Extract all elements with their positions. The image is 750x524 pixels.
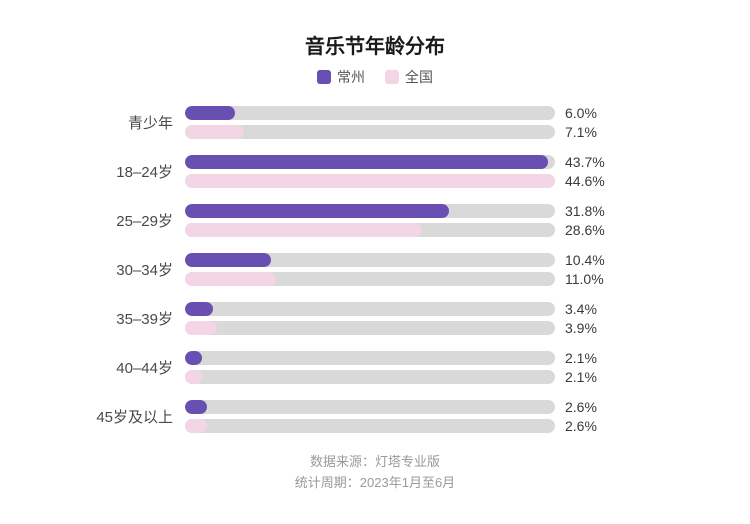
bars-column: 2.1% 2.1% <box>185 350 675 385</box>
bar-track <box>185 155 555 169</box>
category-label: 18–24岁 <box>75 161 185 182</box>
value-label: 28.6% <box>555 222 613 238</box>
value-label: 2.1% <box>555 350 613 366</box>
chart-row: 青少年 6.0% 7.1% <box>75 105 675 140</box>
bar-track <box>185 321 555 335</box>
chart-row: 40–44岁 2.1% 2.1% <box>75 350 675 385</box>
bar-fill <box>185 370 202 384</box>
bar-line: 3.9% <box>185 320 675 336</box>
category-label: 青少年 <box>75 112 185 133</box>
category-label: 40–44岁 <box>75 357 185 378</box>
bar-line: 2.6% <box>185 418 675 434</box>
bars-column: 3.4% 3.9% <box>185 301 675 336</box>
bar-line: 6.0% <box>185 105 675 121</box>
category-label: 35–39岁 <box>75 308 185 329</box>
legend-label-changzhou: 常州 <box>337 67 365 87</box>
footer-period: 统计周期：2023年1月至6月 <box>75 473 675 494</box>
bars-column: 31.8% 28.6% <box>185 203 675 238</box>
value-label: 31.8% <box>555 203 613 219</box>
bar-fill <box>185 223 422 237</box>
bar-fill <box>185 302 213 316</box>
bar-line: 31.8% <box>185 203 675 219</box>
bar-fill <box>185 125 244 139</box>
bars-column: 6.0% 7.1% <box>185 105 675 140</box>
chart-row: 45岁及以上 2.6% 2.6% <box>75 399 675 434</box>
bar-fill <box>185 174 555 188</box>
bar-track <box>185 419 555 433</box>
value-label: 2.6% <box>555 399 613 415</box>
value-label: 43.7% <box>555 154 613 170</box>
bar-track <box>185 272 555 286</box>
bar-track <box>185 400 555 414</box>
category-label: 25–29岁 <box>75 210 185 231</box>
value-label: 3.9% <box>555 320 613 336</box>
value-label: 6.0% <box>555 105 613 121</box>
legend-swatch-changzhou <box>317 70 331 84</box>
legend-item-changzhou: 常州 <box>317 67 365 87</box>
bar-track <box>185 204 555 218</box>
bar-track <box>185 302 555 316</box>
bar-fill <box>185 351 202 365</box>
chart-row: 25–29岁 31.8% 28.6% <box>75 203 675 238</box>
chart-rows: 青少年 6.0% 7.1% 18–24岁 43.7% 44.6% 25–29岁 31.8% 28… <box>75 105 675 434</box>
chart-title: 音乐节年龄分布 <box>75 30 675 59</box>
chart-footer: 数据来源：灯塔专业版 统计周期：2023年1月至6月 <box>75 452 675 494</box>
legend-label-national: 全国 <box>405 67 433 87</box>
bar-line: 3.4% <box>185 301 675 317</box>
value-label: 3.4% <box>555 301 613 317</box>
bars-column: 43.7% 44.6% <box>185 154 675 189</box>
bar-fill <box>185 155 548 169</box>
value-label: 10.4% <box>555 252 613 268</box>
value-label: 7.1% <box>555 124 613 140</box>
legend: 常州 全国 <box>75 67 675 87</box>
bar-line: 11.0% <box>185 271 675 287</box>
bar-track <box>185 253 555 267</box>
bar-fill <box>185 204 449 218</box>
bar-line: 44.6% <box>185 173 675 189</box>
chart-row: 18–24岁 43.7% 44.6% <box>75 154 675 189</box>
legend-swatch-national <box>385 70 399 84</box>
bar-track <box>185 106 555 120</box>
bar-line: 43.7% <box>185 154 675 170</box>
bars-column: 10.4% 11.0% <box>185 252 675 287</box>
bars-column: 2.6% 2.6% <box>185 399 675 434</box>
value-label: 44.6% <box>555 173 613 189</box>
value-label: 2.6% <box>555 418 613 434</box>
bar-fill <box>185 272 276 286</box>
bar-track <box>185 370 555 384</box>
bar-line: 10.4% <box>185 252 675 268</box>
chart-row: 30–34岁 10.4% 11.0% <box>75 252 675 287</box>
bar-track <box>185 351 555 365</box>
bar-track <box>185 174 555 188</box>
bar-line: 28.6% <box>185 222 675 238</box>
bar-line: 2.1% <box>185 369 675 385</box>
bar-track <box>185 223 555 237</box>
bar-fill <box>185 400 207 414</box>
bar-fill <box>185 253 271 267</box>
bar-fill <box>185 419 207 433</box>
value-label: 11.0% <box>555 271 613 287</box>
bar-fill <box>185 321 217 335</box>
category-label: 30–34岁 <box>75 259 185 280</box>
bar-line: 2.1% <box>185 350 675 366</box>
bar-fill <box>185 106 235 120</box>
bar-track <box>185 125 555 139</box>
category-label: 45岁及以上 <box>75 406 185 427</box>
bar-line: 2.6% <box>185 399 675 415</box>
age-distribution-chart: 音乐节年龄分布 常州 全国 青少年 6.0% 7.1% 18–24岁 43.7% 44.6… <box>75 30 675 494</box>
legend-item-national: 全国 <box>385 67 433 87</box>
footer-source: 数据来源：灯塔专业版 <box>75 452 675 473</box>
bar-line: 7.1% <box>185 124 675 140</box>
value-label: 2.1% <box>555 369 613 385</box>
chart-row: 35–39岁 3.4% 3.9% <box>75 301 675 336</box>
